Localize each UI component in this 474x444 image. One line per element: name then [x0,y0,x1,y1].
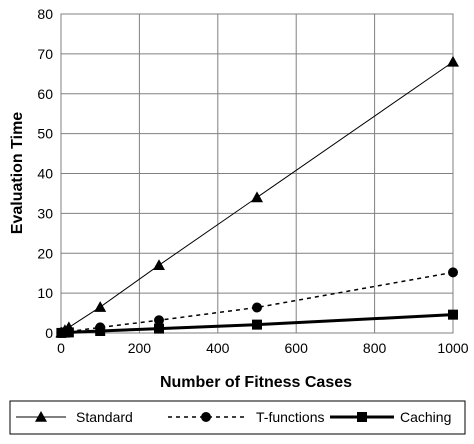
x-tick-label: 400 [206,340,230,356]
data-point [447,55,459,67]
data-point [448,267,458,278]
legend-marker [35,411,47,422]
x-tick-label: 200 [128,340,152,356]
grid-lines [60,13,454,334]
x-tick-label: 800 [363,340,387,356]
legend-box [9,400,466,435]
y-tick-label: 10 [37,285,53,301]
y-tick-label: 50 [37,126,53,142]
data-point [448,309,458,320]
series-layer [55,55,459,338]
legend-marker [357,412,367,422]
legend: Standard T-functions Caching [9,400,466,435]
legend-entry: T-functions [168,409,324,425]
y-tick-label: 40 [37,166,53,182]
data-point [94,301,107,312]
legend-marker [201,412,211,422]
data-point [251,191,263,203]
y-tick-label: 20 [37,245,53,261]
data-point [154,323,164,334]
data-point [252,319,262,330]
y-axis-title: Evaluation Time [9,112,26,235]
data-point [153,259,165,271]
y-tick-label: 60 [37,86,53,102]
series-caching [56,309,458,338]
data-point [154,315,164,326]
data-point [252,302,262,313]
legend-entry: Standard [16,409,133,425]
x-tick-label: 600 [285,340,309,356]
legend-entry: Caching [330,409,451,425]
y-tick-label: 80 [37,6,53,22]
legend-label: Caching [400,409,451,425]
y-tick-label: 30 [37,205,53,221]
y-tick-label: 0 [45,325,53,341]
legend-label: Standard [76,409,133,425]
y-tick-label: 70 [37,46,53,62]
x-tick-label: 1000 [437,340,468,356]
data-point [95,326,106,337]
x-tick-label: 0 [57,340,65,356]
x-axis-title: Number of Fitness Cases [160,374,352,391]
legend-label: T-functions [256,409,324,425]
data-point [63,327,74,338]
